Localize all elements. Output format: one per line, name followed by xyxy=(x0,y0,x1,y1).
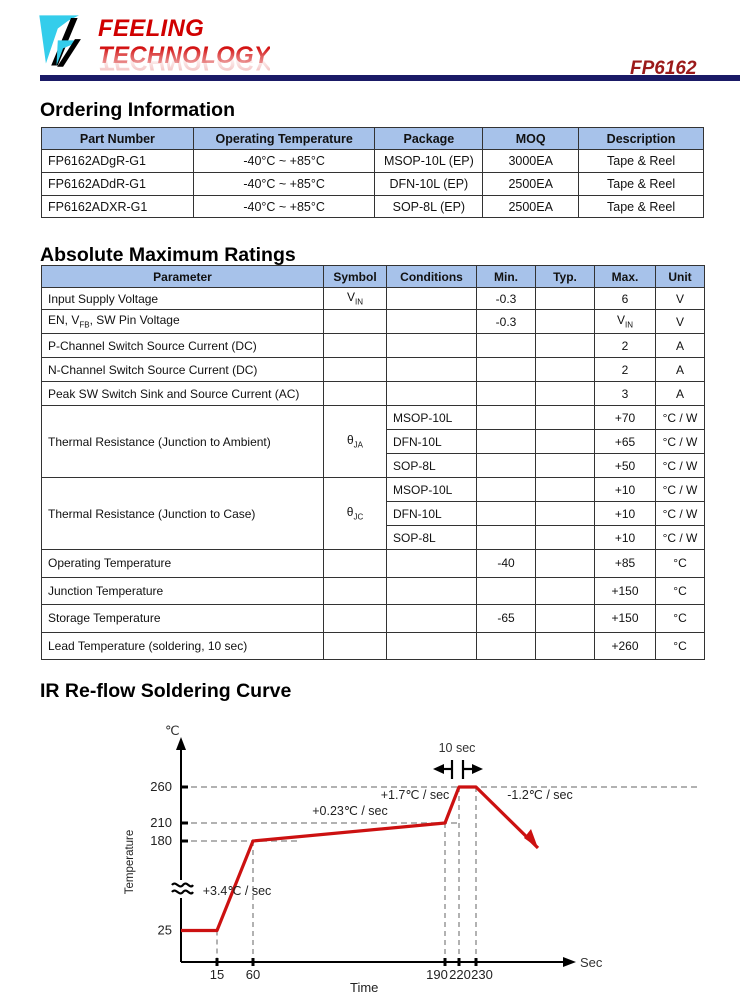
svg-text:-1.2℃ / sec: -1.2℃ / sec xyxy=(507,788,572,802)
svg-text:230: 230 xyxy=(471,967,493,982)
svg-text:Time: Time xyxy=(350,980,378,995)
svg-text:+3.4℃ / sec: +3.4℃ / sec xyxy=(203,884,272,898)
svg-text:10 sec: 10 sec xyxy=(439,741,476,755)
svg-text:Sec: Sec xyxy=(580,955,603,970)
svg-text:Temperature: Temperature xyxy=(124,830,136,895)
svg-text:190: 190 xyxy=(426,967,448,982)
svg-text:℃: ℃ xyxy=(165,723,180,738)
svg-text:+1.7℃ / sec: +1.7℃ / sec xyxy=(381,788,450,802)
svg-text:25: 25 xyxy=(158,923,172,938)
svg-text:210: 210 xyxy=(150,815,172,830)
svg-text:180: 180 xyxy=(150,833,172,848)
svg-text:260: 260 xyxy=(150,779,172,794)
svg-text:+0.23℃ / sec: +0.23℃ / sec xyxy=(312,804,388,818)
svg-text:220: 220 xyxy=(449,967,471,982)
svg-text:60: 60 xyxy=(246,967,260,982)
svg-text:15: 15 xyxy=(210,967,224,982)
